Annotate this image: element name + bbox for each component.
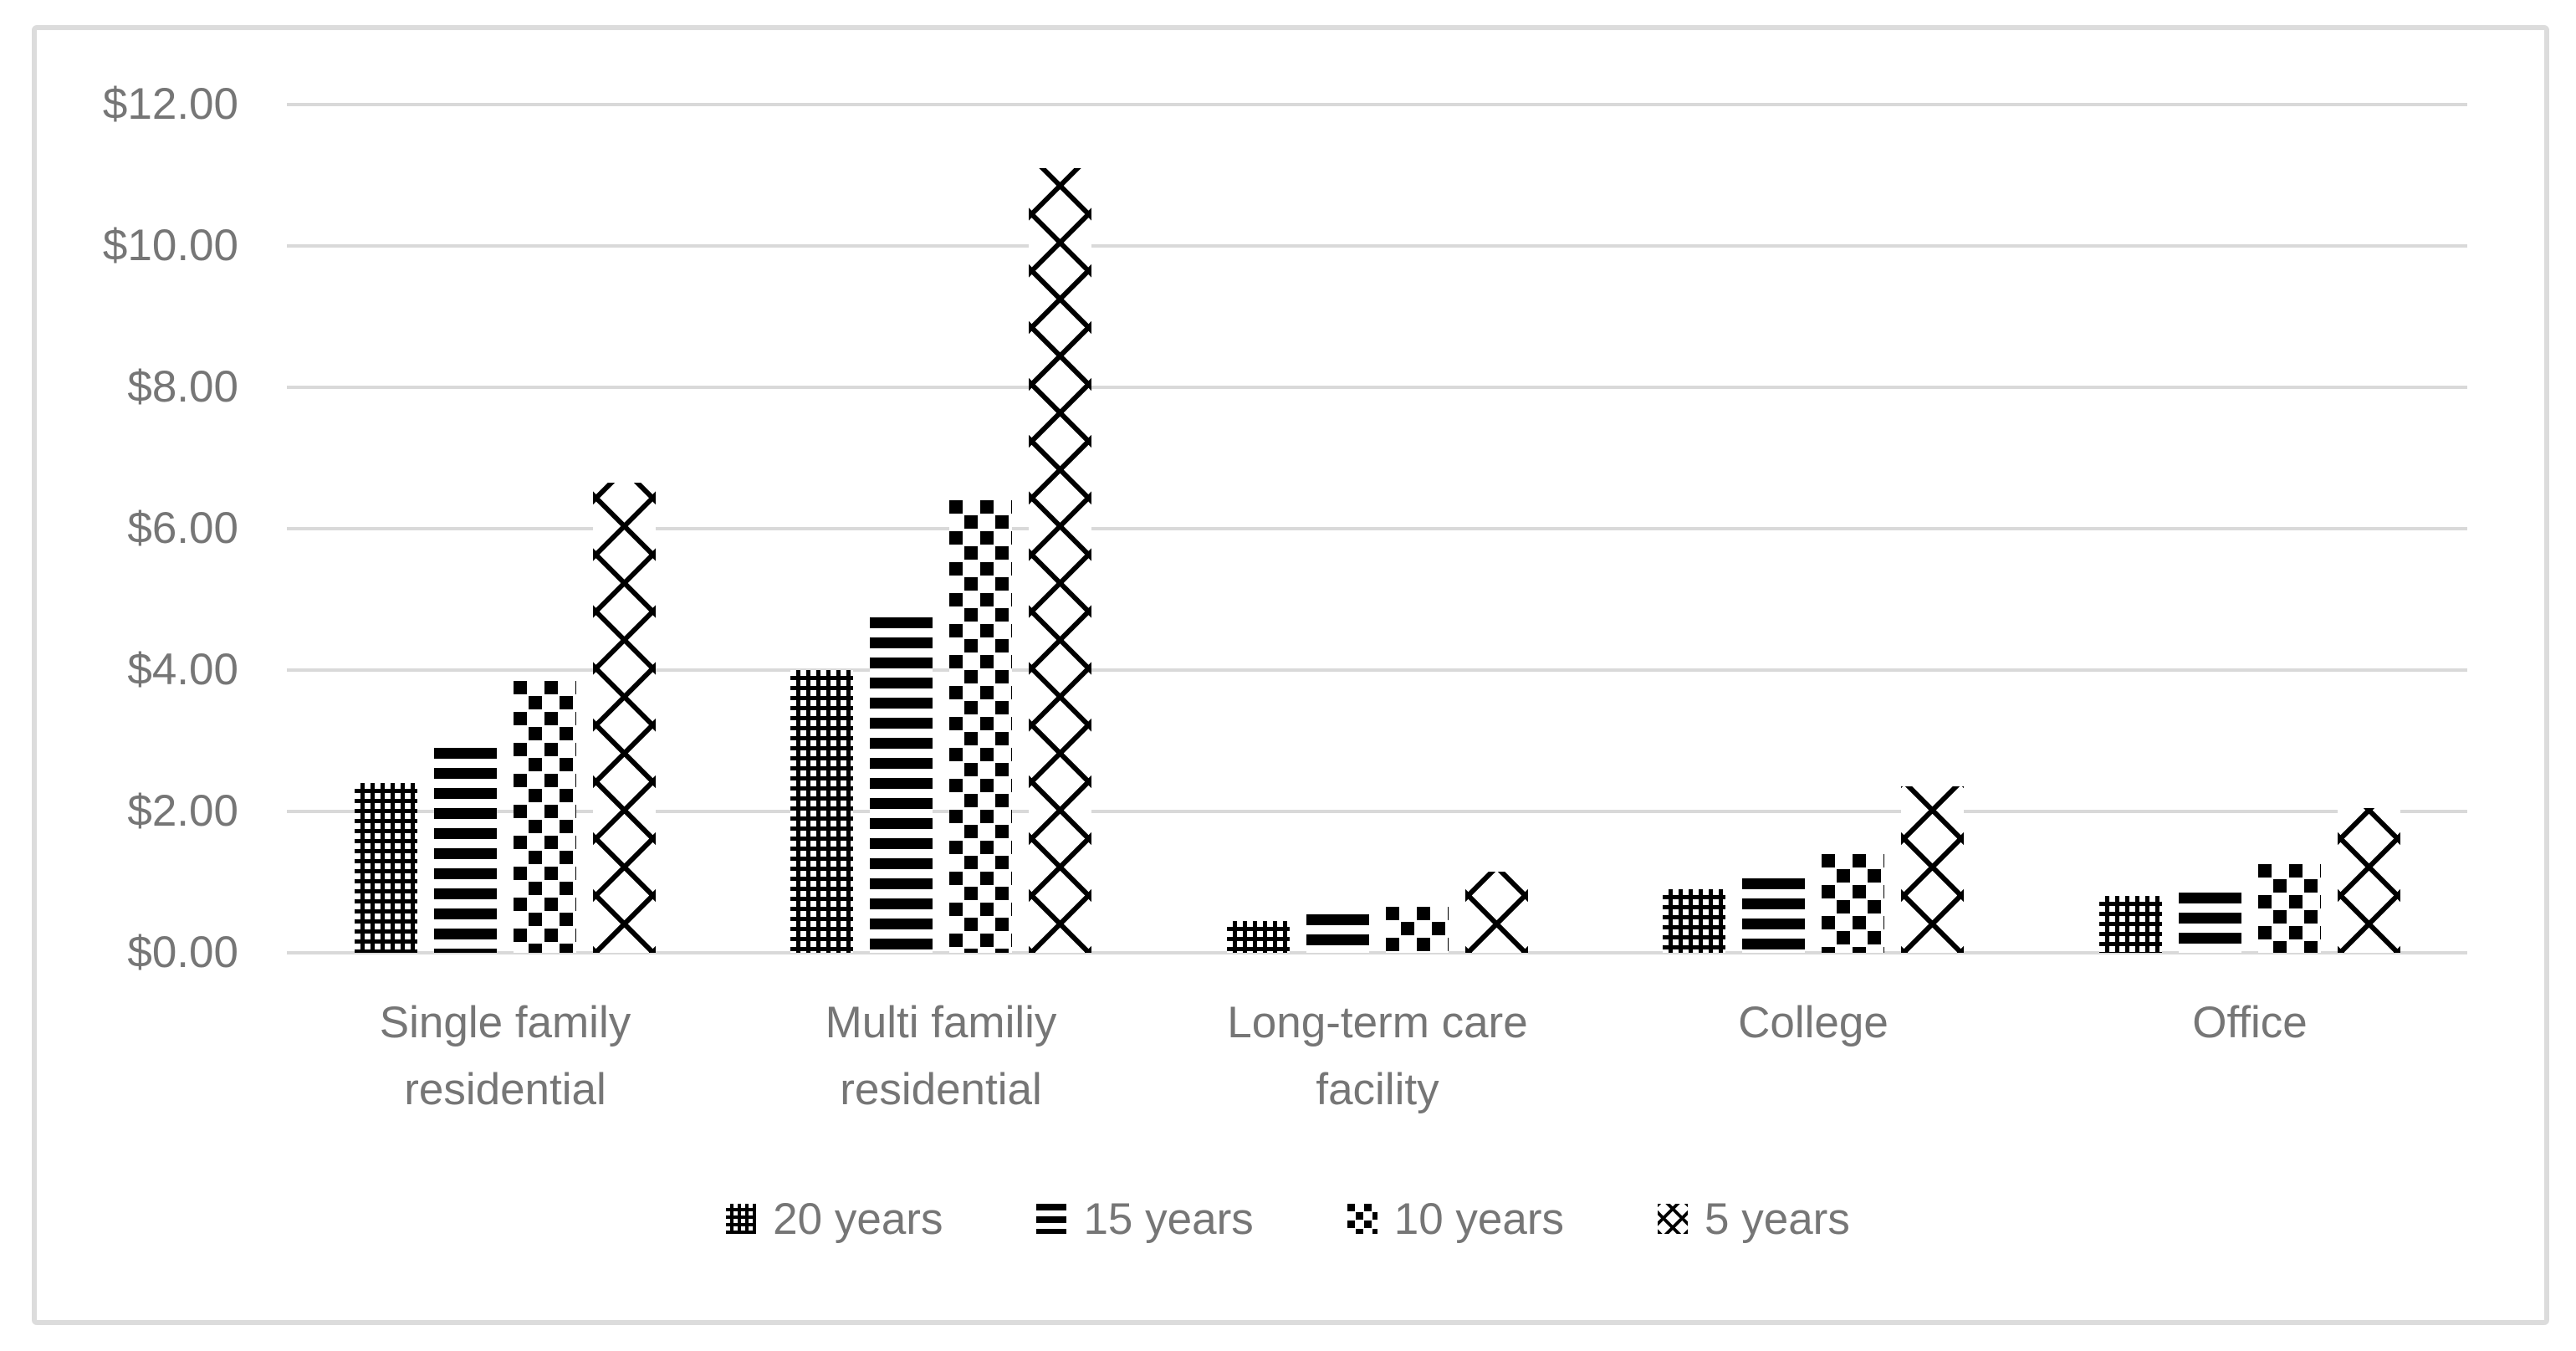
gridline	[287, 244, 2467, 248]
bar-15-years-single-family	[434, 748, 497, 953]
bar-5-years-office	[2338, 808, 2400, 953]
y-axis-tick-label: $0.00	[127, 928, 238, 977]
bar-10-years-long-term-care	[1386, 907, 1449, 953]
legend-label-20-years: 20 years	[773, 1194, 943, 1244]
legend-label-10-years: 10 years	[1393, 1194, 1565, 1244]
bar-10-years-college	[1822, 854, 1884, 953]
bar-20-years-single-family	[355, 783, 417, 953]
bar-5-years-college	[1901, 786, 1964, 953]
bar-15-years-multi-familiy	[870, 617, 933, 953]
y-axis-tick-label: $2.00	[127, 786, 238, 836]
chart-border	[32, 25, 2549, 1325]
gridline	[287, 103, 2467, 106]
bar-10-years-multi-familiy	[949, 500, 1012, 953]
bar-5-years-single-family	[593, 483, 656, 953]
legend-swatch-20-years-pattern-icon	[726, 1204, 757, 1234]
bar-5-years-multi-familiy	[1029, 168, 1091, 953]
legend-item-15-years: 15 years	[1036, 1194, 1254, 1245]
y-axis-tick-label: $10.00	[102, 221, 238, 270]
legend-label-15-years: 15 years	[1083, 1194, 1254, 1244]
bar-20-years-office	[2099, 896, 2162, 953]
legend-swatch-5-years-pattern-icon	[1658, 1204, 1689, 1234]
bar-15-years-long-term-care	[1306, 914, 1369, 953]
bar-20-years-long-term-care	[1227, 921, 1290, 953]
category-label-multi-familiy: Multi familiy residential	[825, 998, 1057, 1114]
category-label-office: Office	[2192, 998, 2308, 1047]
bar-20-years-college	[1663, 889, 1725, 953]
bar-15-years-college	[1742, 878, 1805, 953]
category-label-college: College	[1738, 998, 1889, 1047]
legend-swatch-15-years-pattern-icon	[1036, 1204, 1067, 1234]
bar-10-years-single-family	[514, 681, 576, 953]
y-axis-tick-label: $6.00	[127, 504, 238, 553]
legend-item-10-years: 10 years	[1347, 1194, 1564, 1245]
y-axis-tick-label: $4.00	[127, 645, 238, 694]
gridline	[287, 810, 2467, 813]
y-axis-tick-label: $12.00	[102, 79, 238, 129]
legend-swatch-10-years-pattern-icon	[1347, 1204, 1377, 1234]
legend-label-5-years: 5 years	[1705, 1194, 1850, 1244]
bar-20-years-multi-familiy	[790, 670, 853, 953]
bar-10-years-office	[2258, 864, 2321, 953]
gridline	[287, 668, 2467, 672]
chart-legend: 20 years 15 years 10 years 5 years	[0, 1181, 2576, 1256]
bar-5-years-long-term-care	[1465, 872, 1528, 953]
gridline	[287, 527, 2467, 530]
bar-15-years-office	[2179, 893, 2241, 953]
legend-item-20-years: 20 years	[726, 1194, 943, 1245]
legend-item-5-years: 5 years	[1658, 1194, 1850, 1245]
gridline	[287, 386, 2467, 389]
category-label-single-family: Single family residential	[379, 998, 631, 1114]
y-axis-tick-label: $8.00	[127, 362, 238, 412]
gridline	[287, 951, 2467, 954]
category-label-long-term-care: Long-term care facility	[1227, 998, 1528, 1114]
